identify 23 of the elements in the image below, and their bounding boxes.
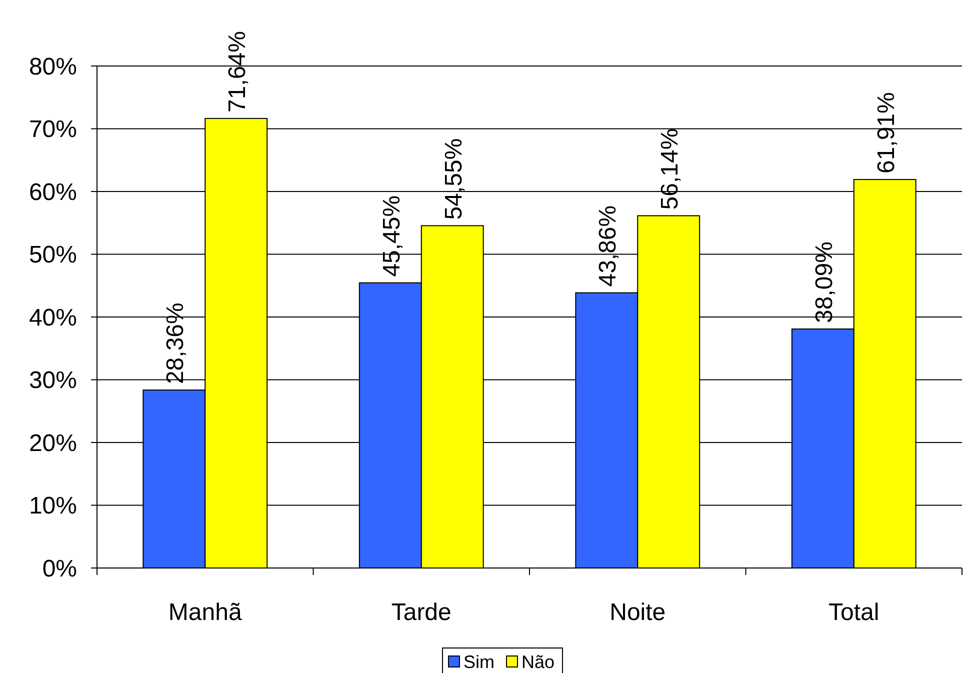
y-tick-label: 40%: [28, 304, 77, 332]
y-tick-label: 30%: [28, 367, 77, 394]
legend-label: Não: [522, 652, 555, 672]
data-label: 71,64%: [224, 31, 252, 112]
data-label: 38,09%: [810, 242, 838, 323]
y-tick-label: 70%: [28, 116, 77, 144]
data-label: 61,91%: [872, 92, 900, 174]
y-tick-label: 10%: [28, 492, 77, 520]
y-tick-label: 80%: [28, 53, 77, 80]
y-tick-label: 20%: [28, 430, 77, 457]
y-tick-label: 60%: [28, 178, 77, 206]
data-label: 45,45%: [378, 195, 406, 277]
legend-label: Sim: [464, 652, 494, 672]
x-tick-label: Noite: [610, 599, 666, 626]
data-label: 28,36%: [162, 302, 190, 384]
y-tick-label: 0%: [42, 555, 77, 582]
data-label: 56,14%: [656, 128, 684, 210]
y-tick-label: 50%: [28, 242, 77, 269]
data-label: 54,55%: [440, 138, 468, 220]
x-tick-label: Manhã: [168, 599, 242, 626]
x-tick-label: Total: [828, 599, 880, 626]
data-label: 43,86%: [594, 205, 622, 287]
x-tick-label: Tarde: [391, 599, 452, 626]
